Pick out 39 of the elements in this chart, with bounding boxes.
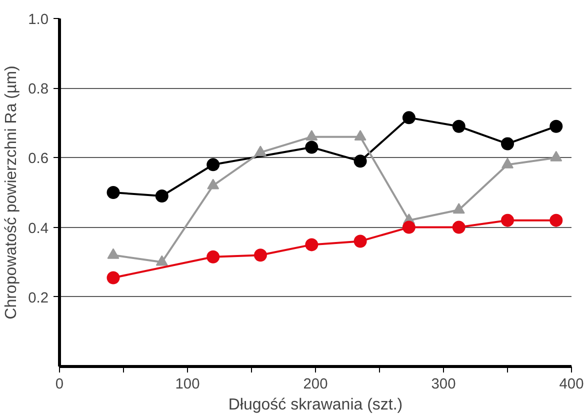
point: [501, 214, 514, 227]
point: [254, 146, 266, 156]
point: [354, 234, 367, 248]
point: [501, 137, 514, 150]
point: [402, 220, 416, 234]
point: [452, 220, 466, 234]
point: [206, 158, 220, 172]
point: [550, 120, 563, 133]
point: [306, 130, 318, 140]
point: [550, 150, 562, 162]
x-tick-label: 400: [559, 376, 584, 392]
x-tick-label: 200: [303, 376, 328, 392]
y-tick-label: 0.4: [28, 220, 48, 237]
point: [106, 186, 120, 199]
y-axis-title: Chropowatość powierzchni Ra (µm): [3, 66, 20, 320]
x-axis-title: Długość skrawania (szt.): [228, 396, 403, 414]
y-tick-label: 1.0: [28, 12, 48, 28]
point: [502, 158, 514, 168]
y-tick-label: 0.6: [28, 151, 48, 168]
point: [452, 120, 466, 133]
point: [107, 248, 120, 259]
y-tick-label: 0.8: [28, 82, 48, 98]
point: [254, 248, 267, 262]
x-tick-label: 100: [175, 376, 200, 392]
point: [305, 140, 318, 154]
x-tick-label: 0: [55, 376, 64, 392]
point: [354, 154, 367, 168]
point: [206, 250, 220, 264]
point: [156, 255, 168, 266]
y-tick-label: 0.2: [28, 290, 48, 306]
point: [402, 111, 416, 124]
x-tick-label: 300: [431, 376, 456, 392]
point: [207, 178, 220, 190]
point: [305, 238, 318, 252]
point: [106, 271, 120, 284]
point: [452, 203, 465, 214]
point: [354, 130, 366, 140]
point: [155, 189, 168, 202]
point: [550, 214, 563, 227]
